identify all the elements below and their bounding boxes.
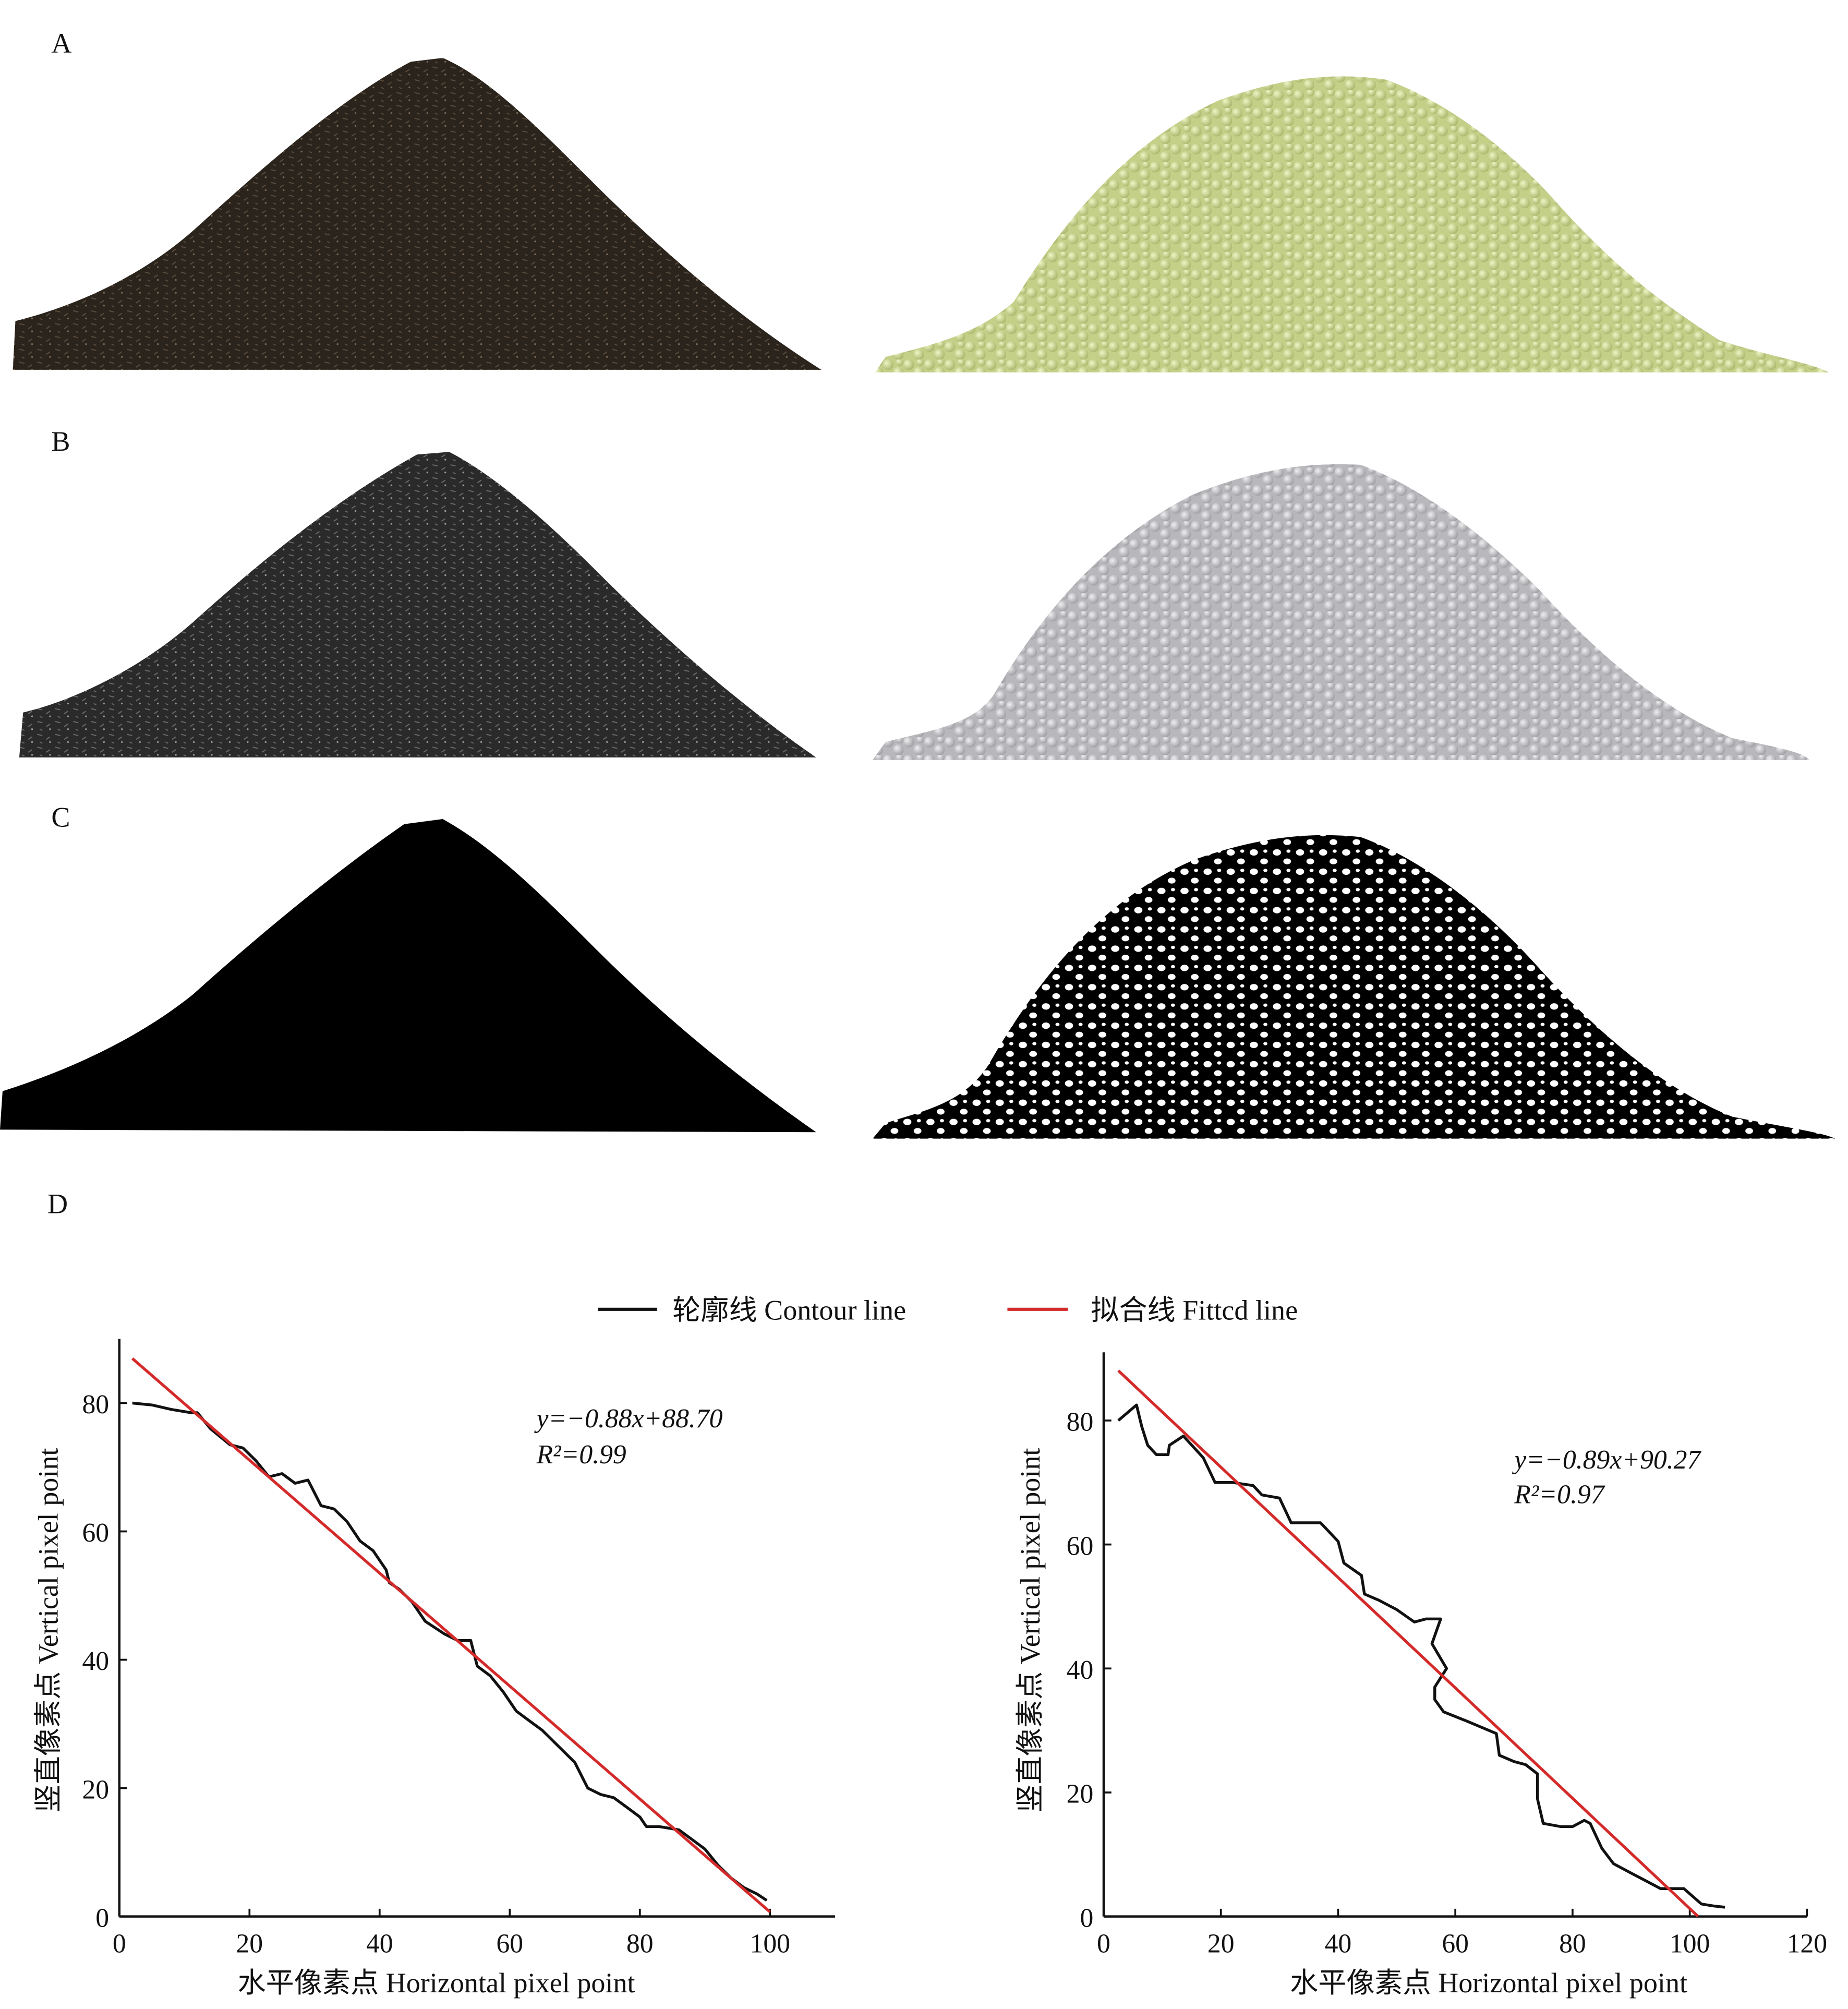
contour-line	[1117, 1403, 1725, 1909]
legend: 轮廓线 Contour line 拟合线 Fittcd line	[598, 1295, 1298, 1326]
pile-photo-a	[13, 57, 822, 370]
x-tick-label: 20	[1207, 1929, 1235, 1959]
pile-photo-b	[19, 452, 816, 757]
y-tick-label: 60	[82, 1518, 109, 1548]
panel-label-c: C	[51, 802, 70, 833]
x-tick-label: 0	[113, 1929, 126, 1959]
y-tick-label: 80	[1067, 1407, 1094, 1437]
y-tick-label: 0	[95, 1903, 109, 1933]
panel-label-d: D	[47, 1188, 68, 1219]
x-axis-title: 水平像素点 Horizontal pixel point	[238, 1967, 635, 1999]
chart-right: y=−0.89x+90.27 R²=0.97 水平像素点 Horizontal …	[1014, 1352, 1827, 1999]
x-tick-label: 80	[1559, 1929, 1586, 1959]
y-axis-title: 竖直像素点 Vertical pixel point	[33, 1448, 64, 1813]
fitted-line	[1117, 1369, 1699, 1918]
binary-simulation-c	[873, 835, 1835, 1139]
r2-label: R²=0.99	[536, 1440, 626, 1470]
x-tick-label: 60	[1442, 1929, 1469, 1959]
equation-label: y=−0.89x+90.27	[1512, 1445, 1701, 1475]
x-tick-label: 20	[236, 1929, 263, 1959]
y-tick-label: 60	[1067, 1531, 1094, 1561]
binary-photo-c	[0, 819, 816, 1133]
fitted-line	[131, 1357, 771, 1914]
pile-simulation-b	[873, 464, 1810, 760]
y-tick-label: 0	[1080, 1903, 1093, 1933]
panel-label-a: A	[51, 28, 71, 59]
legend-fitted-label: 拟合线 Fittcd line	[1091, 1295, 1298, 1326]
y-axis-title: 竖直像素点 Vertical pixel point	[1014, 1448, 1046, 1813]
x-axis-title: 水平像素点 Horizontal pixel point	[1290, 1967, 1687, 1999]
x-tick-label: 100	[1670, 1929, 1710, 1959]
chart-left: y=−0.88x+88.70 R²=0.99 水平像素点 Horizontal …	[33, 1339, 835, 1999]
x-tick-label: 60	[496, 1929, 523, 1959]
r2-label: R²=0.97	[1514, 1479, 1605, 1509]
y-tick-label: 20	[82, 1775, 109, 1805]
y-tick-label: 20	[1067, 1779, 1094, 1809]
x-tick-label: 0	[1097, 1929, 1110, 1959]
panel-label-b: B	[51, 426, 70, 457]
legend-contour-label: 轮廓线 Contour line	[672, 1295, 906, 1326]
y-tick-label: 40	[82, 1646, 109, 1676]
x-tick-label: 40	[366, 1929, 393, 1959]
x-tick-label: 80	[626, 1929, 654, 1959]
y-tick-label: 40	[1067, 1655, 1094, 1685]
equation-label: y=−0.88x+88.70	[534, 1404, 722, 1434]
y-tick-label: 80	[82, 1390, 109, 1419]
x-tick-label: 120	[1787, 1929, 1827, 1959]
pile-simulation-a	[875, 76, 1829, 372]
x-tick-label: 100	[750, 1929, 790, 1959]
x-tick-label: 40	[1325, 1929, 1352, 1959]
